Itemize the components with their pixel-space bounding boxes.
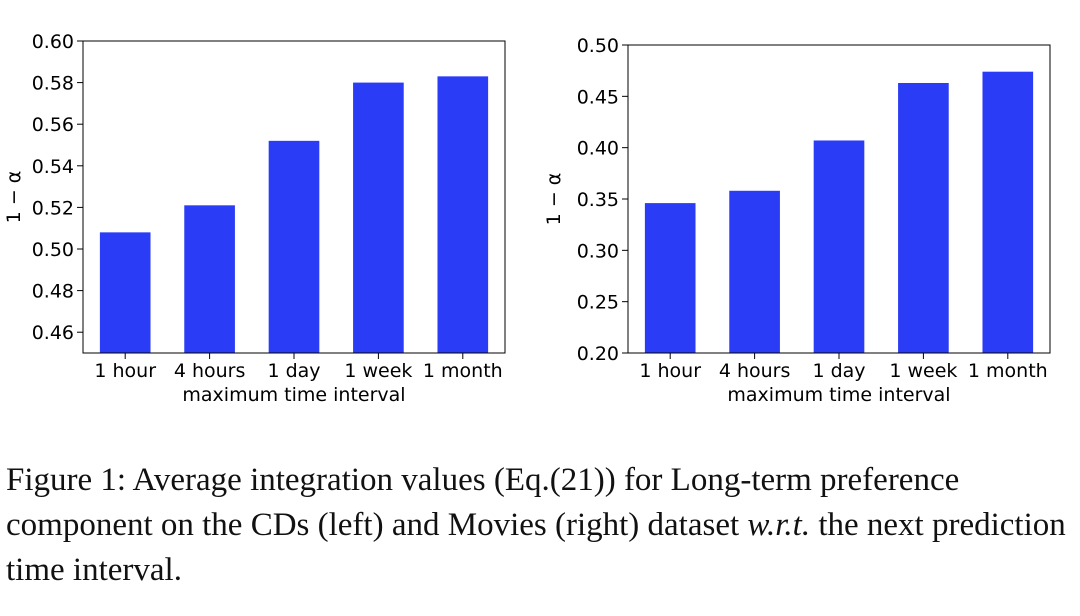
movies-bar-1 xyxy=(644,203,696,353)
cds-xtick-label: 1 week xyxy=(344,360,412,382)
caption-math-wrt: w.r.t. xyxy=(747,507,811,543)
cds-xtick-label: 4 hours xyxy=(174,360,246,382)
caption-text-end: the next prediction time interval. xyxy=(6,507,1066,588)
cds-ytick-label: 0.52 xyxy=(32,197,74,219)
cds-bar-1 xyxy=(99,232,151,353)
cds-xtick-label: 1 month xyxy=(423,360,503,382)
movies-bar-3 xyxy=(813,140,865,353)
movies-bar-5 xyxy=(982,71,1034,354)
cds-ytick-label: 0.48 xyxy=(32,281,74,303)
movies-ytick-label: 0.50 xyxy=(577,35,619,57)
movies-xtick-label: 1 week xyxy=(889,360,957,382)
figure-caption: Figure 1: Average integration values (Eq… xyxy=(6,458,1074,593)
movies-bar-4 xyxy=(898,82,949,353)
movies-xtick-label: 4 hours xyxy=(719,360,791,382)
cds-bar-3 xyxy=(268,140,320,353)
cds-bar-4 xyxy=(353,82,404,353)
cds-ytick-label: 0.58 xyxy=(32,73,74,95)
cds-ytick-label: 0.60 xyxy=(32,31,74,53)
cds-xtick-label: 1 day xyxy=(267,360,320,382)
movies-ytick-label: 0.25 xyxy=(577,292,619,314)
cds-ytick-label: 0.54 xyxy=(32,156,74,178)
movies-x-axis-title: maximum time interval xyxy=(727,384,950,406)
caption-text: Figure 1: Average integration values (Eq… xyxy=(6,462,960,543)
cds-xtick-label: 1 hour xyxy=(94,360,156,382)
cds-bar-5 xyxy=(437,76,489,354)
cds-bar-chart: 0.46 0.48 0.50 0.52 0.54 0.56 0.58 0.60 1 hour 4 … xyxy=(3,31,506,406)
cds-bar-2 xyxy=(184,205,235,353)
movies-bar-chart: 0.20 0.25 0.30 0.35 0.40 0.45 0.50 1 hour 4 hour… xyxy=(543,35,1051,406)
cds-y-axis-title: 1 − α xyxy=(3,171,25,224)
movies-xtick-label: 1 month xyxy=(968,360,1048,382)
movies-ytick-label: 0.30 xyxy=(577,240,619,262)
movies-xtick-label: 1 day xyxy=(812,360,865,382)
movies-ytick-label: 0.35 xyxy=(577,189,619,211)
movies-y-axis-title: 1 − α xyxy=(543,173,565,226)
movies-ytick-label: 0.45 xyxy=(577,86,619,108)
cds-ytick-label: 0.50 xyxy=(32,239,74,261)
movies-ytick-label: 0.20 xyxy=(577,343,619,365)
cds-x-axis-title: maximum time interval xyxy=(182,384,405,406)
movies-xtick-label: 1 hour xyxy=(639,360,701,382)
movies-bar-2 xyxy=(729,190,780,353)
cds-ytick-label: 0.56 xyxy=(32,114,74,136)
movies-ytick-label: 0.40 xyxy=(577,138,619,160)
cds-ytick-label: 0.46 xyxy=(32,322,74,344)
